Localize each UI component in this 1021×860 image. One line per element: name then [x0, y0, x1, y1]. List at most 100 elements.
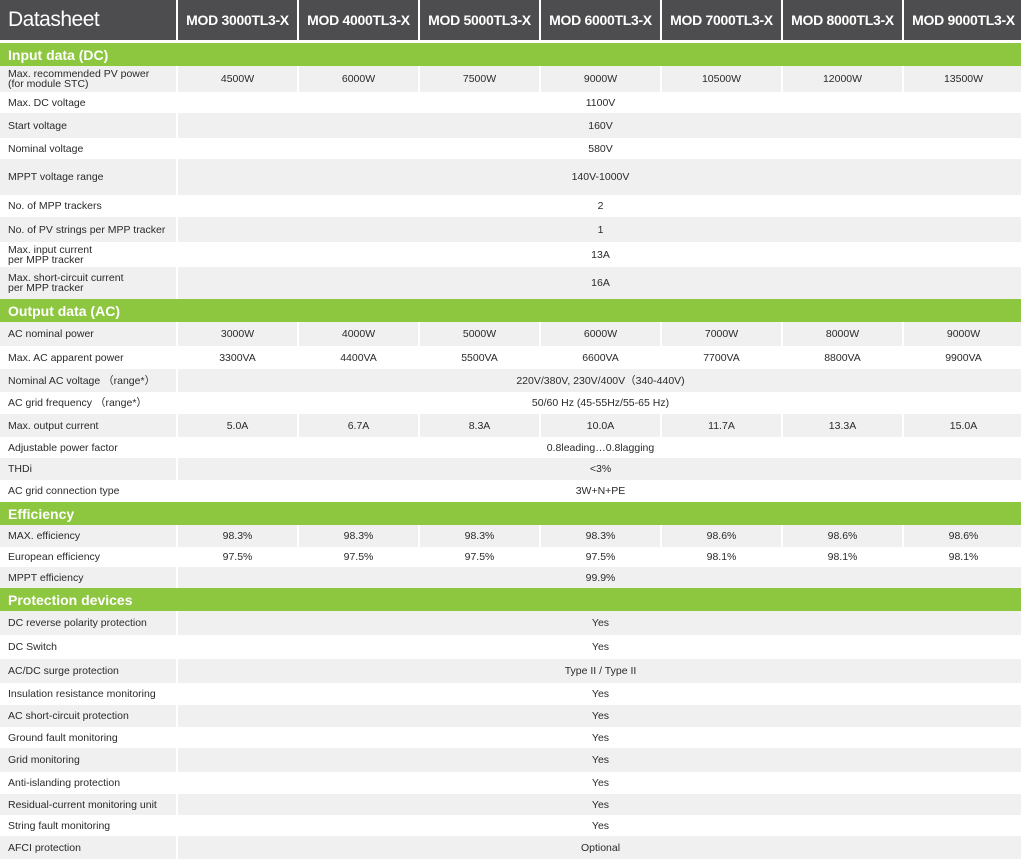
table-row: Nominal voltage 580V	[0, 138, 1021, 159]
row-label: String fault monitoring	[0, 815, 176, 836]
row-label: MPPT voltage range	[0, 159, 176, 195]
row-label: Max. recommended PV power (for module ST…	[0, 66, 176, 92]
row-value: 98.6%	[783, 525, 902, 547]
row-label: DC Switch	[0, 635, 176, 659]
row-value: 6.7A	[299, 414, 418, 437]
row-label: AC nominal power	[0, 322, 176, 346]
row-value: Yes	[178, 683, 1021, 705]
row-value: 50/60 Hz (45-55Hz/55-65 Hz)	[178, 392, 1021, 414]
section-title: Output data (AC)	[0, 299, 1021, 322]
row-value: 220V/380V, 230V/400V（340-440V)	[178, 369, 1021, 392]
row-value: 6000W	[299, 66, 418, 92]
row-label: THDi	[0, 458, 176, 480]
row-label: AC/DC surge protection	[0, 659, 176, 683]
table-row: MPPT efficiency 99.9%	[0, 567, 1021, 588]
table-row: Max. short-circuit current per MPP track…	[0, 267, 1021, 299]
row-value: 98.6%	[904, 525, 1021, 547]
table-row: Residual-current monitoring unit Yes	[0, 794, 1021, 815]
row-value: 99.9%	[178, 567, 1021, 588]
row-value: Yes	[178, 772, 1021, 794]
row-label: Residual-current monitoring unit	[0, 794, 176, 815]
row-label: Max. AC apparent power	[0, 346, 176, 369]
row-label: Insulation resistance monitoring	[0, 683, 176, 705]
row-value: 0.8leading…0.8lagging	[178, 437, 1021, 458]
row-value: 13.3A	[783, 414, 902, 437]
table-row: AFCI protection Optional	[0, 836, 1021, 859]
row-label: AFCI protection	[0, 836, 176, 859]
row-label: Anti-islanding protection	[0, 772, 176, 794]
row-value: 5000W	[420, 322, 539, 346]
row-value: Optional	[178, 836, 1021, 859]
row-value: 98.6%	[662, 525, 781, 547]
model-header: MOD 6000TL3-X	[541, 0, 660, 40]
datasheet-body: Input data (DC) Max. recommended PV power…	[0, 43, 1021, 859]
row-label: Start voltage	[0, 113, 176, 138]
row-value: Yes	[178, 748, 1021, 772]
row-value: 7700VA	[662, 346, 781, 369]
row-value: 1100V	[178, 92, 1021, 113]
row-label: MPPT efficiency	[0, 567, 176, 588]
table-row: AC nominal power 3000W 4000W 5000W 6000W 7000…	[0, 322, 1021, 346]
table-row: AC/DC surge protection Type II / Type II	[0, 659, 1021, 683]
table-row: Max. AC apparent power 3300VA 4400VA 5500VA…	[0, 346, 1021, 369]
row-label: No. of PV strings per MPP tracker	[0, 217, 176, 242]
table-row: MAX. efficiency 98.3% 98.3% 98.3% 98.3% 98.6%…	[0, 525, 1021, 547]
table-row: Grid monitoring Yes	[0, 748, 1021, 772]
section-header: Output data (AC)	[0, 299, 1021, 322]
row-value: 8800VA	[783, 346, 902, 369]
row-value: 7500W	[420, 66, 539, 92]
row-value: Yes	[178, 815, 1021, 836]
table-row: Start voltage 160V	[0, 113, 1021, 138]
table-row: Max. DC voltage 1100V	[0, 92, 1021, 113]
row-value: 9000W	[904, 322, 1021, 346]
row-value: 140V-1000V	[178, 159, 1021, 195]
model-header: MOD 4000TL3-X	[299, 0, 418, 40]
row-label: AC short-circuit protection	[0, 705, 176, 727]
model-header: MOD 8000TL3-X	[783, 0, 902, 40]
model-header: MOD 9000TL3-X	[904, 0, 1021, 40]
row-value: 97.5%	[420, 547, 539, 567]
row-value: 8000W	[783, 322, 902, 346]
row-label: Nominal voltage	[0, 138, 176, 159]
row-value: Yes	[178, 727, 1021, 748]
row-value: 97.5%	[299, 547, 418, 567]
row-value: 6000W	[541, 322, 660, 346]
table-row: String fault monitoring Yes	[0, 815, 1021, 836]
row-label: Nominal AC voltage （range*）	[0, 369, 176, 392]
table-row: Anti-islanding protection Yes	[0, 772, 1021, 794]
row-value: 6600VA	[541, 346, 660, 369]
row-label: Max. DC voltage	[0, 92, 176, 113]
header-row: Datasheet MOD 3000TL3-X MOD 4000TL3-X MO…	[0, 0, 1021, 40]
table-row: Adjustable power factor 0.8leading…0.8lag…	[0, 437, 1021, 458]
row-label: Grid monitoring	[0, 748, 176, 772]
row-label: MAX. efficiency	[0, 525, 176, 547]
row-value: 10.0A	[541, 414, 660, 437]
table-row: Insulation resistance monitoring Yes	[0, 683, 1021, 705]
section-title: Input data (DC)	[0, 43, 1021, 66]
row-value: 2	[178, 195, 1021, 217]
row-value: 5500VA	[420, 346, 539, 369]
row-label: Max. output current	[0, 414, 176, 437]
row-value: 98.1%	[904, 547, 1021, 567]
row-value: 5.0A	[178, 414, 297, 437]
row-value: 8.3A	[420, 414, 539, 437]
table-row: Nominal AC voltage （range*） 220V/380V, 23…	[0, 369, 1021, 392]
row-value: 97.5%	[541, 547, 660, 567]
row-value: 15.0A	[904, 414, 1021, 437]
table-row: THDi <3%	[0, 458, 1021, 480]
section-header: Protection devices	[0, 588, 1021, 611]
table-row: AC short-circuit protection Yes	[0, 705, 1021, 727]
row-label: Max. input current per MPP tracker	[0, 242, 176, 267]
row-value: 98.1%	[662, 547, 781, 567]
row-value: 1	[178, 217, 1021, 242]
row-label: DC reverse polarity protection	[0, 611, 176, 635]
row-label: Ground fault monitoring	[0, 727, 176, 748]
table-row: AC grid connection type 3W+N+PE	[0, 480, 1021, 502]
section-header: Input data (DC)	[0, 43, 1021, 66]
row-value: 160V	[178, 113, 1021, 138]
row-value: 4400VA	[299, 346, 418, 369]
table-row: No. of PV strings per MPP tracker 1	[0, 217, 1021, 242]
table-row: AC grid frequency （range*） 50/60 Hz (45-5…	[0, 392, 1021, 414]
